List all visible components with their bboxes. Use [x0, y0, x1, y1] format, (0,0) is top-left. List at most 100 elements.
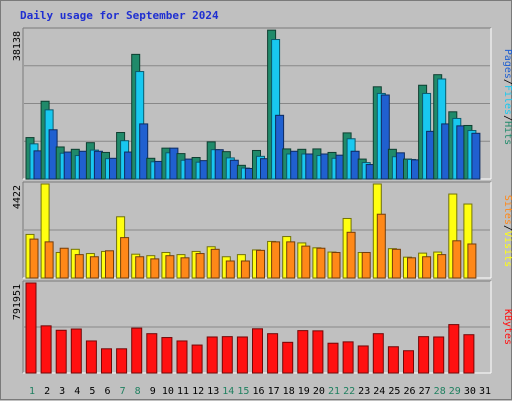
x-tick-label-16: 16 [252, 386, 264, 397]
bar-kbytes-day-27 [418, 336, 430, 374]
x-tick-label-17: 17 [268, 386, 280, 397]
legend-hits-files-pages-part-0: Pages [502, 49, 512, 79]
bar-kbytes-day-26 [403, 350, 414, 374]
bar-sites-day-1 [29, 238, 39, 279]
bar-kbytes-day-21 [327, 342, 339, 374]
x-tick-label-27: 27 [419, 386, 431, 397]
bar-sites-day-6 [105, 250, 114, 279]
bar-sites-day-4 [74, 254, 84, 279]
bar-sites-day-27 [422, 256, 432, 279]
bar-kbytes-day-9 [146, 333, 158, 374]
x-tick-label-12: 12 [192, 386, 204, 397]
bar-kbytes-day-2 [40, 325, 52, 374]
max-label-visits-sites: 4422 [12, 185, 23, 209]
bar-sites-day-16 [256, 249, 265, 279]
legend-kbytes: KBytes [502, 309, 512, 345]
bar-sites-day-2 [44, 241, 54, 279]
bar-sites-day-13 [210, 248, 220, 279]
bar-sites-day-18 [286, 241, 296, 279]
legend-visits-sites-part-2: Visits [502, 231, 512, 267]
bar-kbytes-day-11 [176, 340, 188, 374]
bar-kbytes-day-20 [312, 330, 324, 374]
legend-visits-sites: Sites/Visits [502, 195, 512, 267]
bar-kbytes-day-25 [387, 346, 399, 374]
x-tick-label-6: 6 [104, 386, 110, 397]
bar-sites-day-15 [240, 260, 250, 279]
bar-kbytes-day-5 [85, 340, 97, 374]
bar-sites-day-8 [135, 256, 145, 279]
bar-kbytes-day-4 [70, 328, 82, 374]
x-tick-label-4: 4 [74, 386, 80, 397]
bar-kbytes-day-7 [116, 348, 128, 374]
x-tick-label-9: 9 [150, 386, 156, 397]
bar-sites-day-14 [225, 260, 235, 279]
bar-sites-day-11 [180, 257, 190, 279]
bar-sites-day-19 [301, 245, 311, 279]
bar-sites-day-7 [120, 237, 130, 279]
x-tick-label-1: 1 [29, 386, 35, 397]
legend-kbytes-part-0: KBytes [502, 309, 512, 345]
legend-visits-sites-part-0: Sites [502, 195, 512, 225]
bar-pages-day-8 [139, 123, 149, 180]
max-label-hits-files-pages: 38138 [12, 31, 23, 61]
x-tick-label-5: 5 [89, 386, 95, 397]
bar-kbytes-day-13 [206, 336, 218, 374]
bar-sites-day-25 [391, 248, 401, 279]
legend-hits-files-pages-part-1: / [502, 79, 512, 85]
bar-kbytes-day-30 [463, 334, 475, 374]
x-tick-label-7: 7 [120, 386, 126, 397]
legend-hits-files-pages-part-4: Hits [502, 121, 512, 145]
bar-sites-day-22 [346, 231, 356, 279]
x-tick-label-29: 29 [449, 386, 461, 397]
bar-sites-day-17 [271, 241, 281, 279]
bar-sites-day-9 [150, 258, 160, 279]
bar-sites-day-12 [195, 253, 205, 279]
legend-hits-files-pages-part-2: Files [502, 85, 512, 115]
x-tick-label-25: 25 [388, 386, 400, 397]
bar-kbytes-day-10 [161, 337, 173, 374]
bar-kbytes-day-18 [282, 341, 294, 374]
bar-kbytes-day-23 [357, 345, 369, 374]
bar-kbytes-day-16 [252, 328, 263, 374]
x-tick-label-15: 15 [237, 386, 249, 397]
legend-visits-sites-part-1: / [502, 225, 512, 231]
bar-kbytes-day-3 [55, 329, 67, 374]
bar-sites-day-30 [467, 243, 477, 279]
bar-sites-day-3 [59, 247, 69, 279]
x-tick-label-10: 10 [162, 386, 174, 397]
x-tick-label-26: 26 [403, 386, 415, 397]
x-tick-label-14: 14 [222, 386, 234, 397]
x-tick-label-31: 31 [479, 386, 491, 397]
x-tick-label-21: 21 [328, 386, 340, 397]
bar-kbytes-day-14 [221, 336, 233, 374]
x-tick-label-18: 18 [283, 386, 295, 397]
x-tick-label-30: 30 [464, 386, 476, 397]
max-label-kbytes: 791951 [12, 284, 23, 320]
bar-sites-day-26 [407, 257, 416, 279]
bar-sites-day-23 [361, 251, 371, 279]
bar-kbytes-day-17 [267, 333, 279, 374]
bar-kbytes-day-29 [448, 324, 460, 374]
bar-sites-day-10 [165, 255, 175, 279]
bar-kbytes-day-19 [297, 330, 309, 374]
x-tick-label-28: 28 [434, 386, 446, 397]
x-tick-label-19: 19 [298, 386, 310, 397]
bar-sites-day-21 [331, 251, 341, 279]
bar-sites-day-28 [437, 254, 447, 279]
x-tick-label-3: 3 [59, 386, 65, 397]
legend-hits-files-pages-part-3: / [502, 115, 512, 121]
bar-sites-day-5 [89, 256, 99, 279]
bar-kbytes-day-12 [191, 344, 203, 374]
bar-kbytes-day-15 [236, 336, 248, 374]
bar-sites-day-29 [452, 240, 462, 279]
bar-kbytes-day-22 [342, 341, 354, 374]
bar-sites-day-24 [376, 213, 386, 279]
chart-title: Daily usage for September 2024 [20, 9, 219, 22]
bar-kbytes-day-24 [372, 333, 384, 374]
bar-kbytes-day-8 [131, 327, 143, 374]
bar-kbytes-day-1 [25, 282, 37, 374]
bar-kbytes-day-28 [433, 336, 445, 374]
bar-pages-day-17 [275, 114, 285, 180]
